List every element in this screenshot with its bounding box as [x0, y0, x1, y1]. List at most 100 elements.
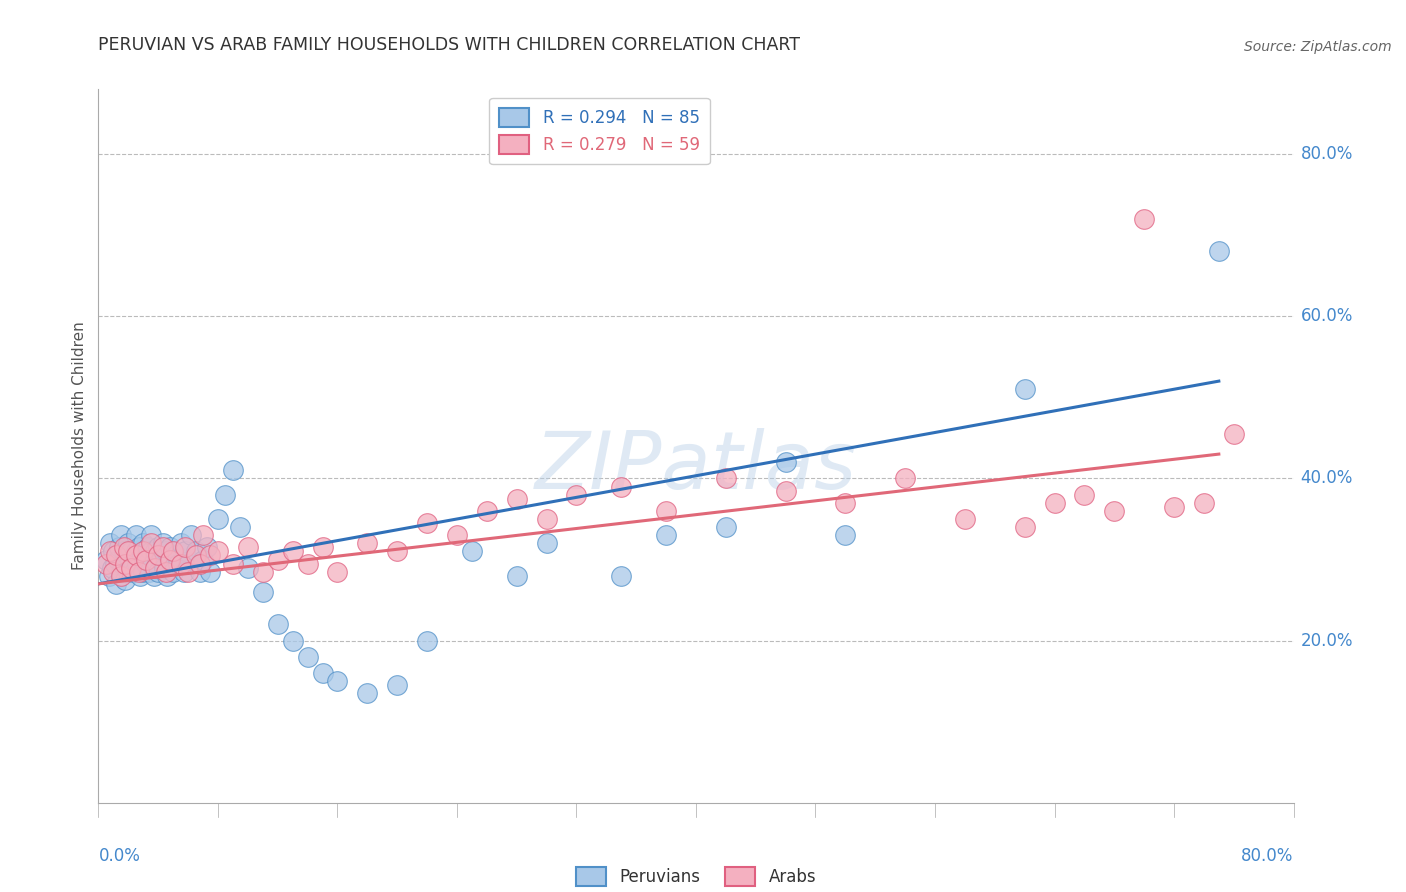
- Point: [326, 674, 349, 689]
- Point: [775, 455, 797, 469]
- Point: [714, 520, 737, 534]
- Point: [197, 541, 219, 555]
- Point: [139, 536, 162, 550]
- Point: [1208, 244, 1230, 259]
- Point: [252, 585, 274, 599]
- Point: [136, 541, 159, 555]
- Point: [155, 544, 177, 558]
- Point: [114, 573, 136, 587]
- Point: [127, 557, 149, 571]
- Point: [157, 552, 180, 566]
- Point: [125, 549, 148, 563]
- Point: [94, 557, 117, 571]
- Point: [97, 568, 120, 582]
- Point: [148, 549, 170, 563]
- Point: [655, 528, 678, 542]
- Text: ZIPatlas: ZIPatlas: [534, 428, 858, 507]
- Point: [834, 496, 856, 510]
- Point: [311, 666, 333, 681]
- Text: 80.0%: 80.0%: [1241, 847, 1294, 865]
- Point: [129, 568, 152, 582]
- Text: 60.0%: 60.0%: [1301, 307, 1353, 326]
- Point: [191, 528, 214, 542]
- Point: [174, 541, 197, 555]
- Point: [107, 552, 129, 566]
- Point: [101, 560, 124, 574]
- Point: [124, 565, 146, 579]
- Point: [184, 549, 207, 563]
- Point: [135, 552, 157, 566]
- Point: [610, 479, 633, 493]
- Point: [143, 560, 166, 574]
- Point: [98, 544, 122, 558]
- Point: [162, 565, 184, 579]
- Text: 20.0%: 20.0%: [1301, 632, 1353, 649]
- Text: PERUVIAN VS ARAB FAMILY HOUSEHOLDS WITH CHILDREN CORRELATION CHART: PERUVIAN VS ARAB FAMILY HOUSEHOLDS WITH …: [98, 36, 800, 54]
- Point: [143, 544, 166, 558]
- Point: [132, 536, 155, 550]
- Point: [121, 557, 143, 571]
- Point: [110, 568, 132, 582]
- Point: [112, 544, 135, 558]
- Point: [385, 544, 409, 558]
- Point: [125, 544, 148, 558]
- Point: [112, 541, 135, 555]
- Point: [120, 544, 142, 558]
- Y-axis label: Family Households with Children: Family Households with Children: [72, 322, 87, 570]
- Point: [125, 528, 148, 542]
- Point: [156, 568, 179, 582]
- Point: [117, 544, 139, 558]
- Point: [103, 565, 125, 579]
- Point: [174, 544, 197, 558]
- Point: [111, 557, 134, 571]
- Text: 80.0%: 80.0%: [1301, 145, 1353, 163]
- Point: [267, 552, 290, 566]
- Point: [311, 541, 333, 555]
- Point: [117, 536, 139, 550]
- Point: [236, 541, 259, 555]
- Point: [108, 541, 131, 555]
- Point: [173, 565, 195, 579]
- Point: [118, 552, 141, 566]
- Point: [155, 565, 177, 579]
- Point: [207, 512, 229, 526]
- Point: [162, 544, 184, 558]
- Point: [416, 633, 439, 648]
- Point: [565, 488, 588, 502]
- Point: [834, 528, 856, 542]
- Point: [446, 528, 468, 542]
- Point: [297, 649, 319, 664]
- Point: [120, 560, 142, 574]
- Point: [506, 568, 529, 582]
- Point: [188, 565, 211, 579]
- Point: [152, 541, 174, 555]
- Point: [356, 536, 378, 550]
- Point: [128, 541, 150, 555]
- Point: [177, 557, 200, 571]
- Point: [475, 504, 498, 518]
- Point: [385, 678, 409, 692]
- Point: [141, 557, 163, 571]
- Text: Source: ZipAtlas.com: Source: ZipAtlas.com: [1244, 39, 1392, 54]
- Point: [200, 549, 222, 563]
- Point: [536, 536, 558, 550]
- Point: [142, 568, 165, 582]
- Point: [222, 557, 245, 571]
- Point: [94, 552, 117, 566]
- Point: [159, 552, 181, 566]
- Point: [267, 617, 290, 632]
- Point: [184, 544, 207, 558]
- Point: [1043, 496, 1066, 510]
- Point: [114, 557, 136, 571]
- Point: [1192, 496, 1215, 510]
- Point: [1014, 520, 1036, 534]
- Point: [775, 483, 797, 498]
- Point: [104, 557, 127, 571]
- Point: [1163, 500, 1185, 514]
- Point: [132, 565, 155, 579]
- Point: [894, 471, 917, 485]
- Point: [1014, 382, 1036, 396]
- Point: [159, 541, 181, 555]
- Point: [416, 516, 439, 530]
- Point: [252, 565, 274, 579]
